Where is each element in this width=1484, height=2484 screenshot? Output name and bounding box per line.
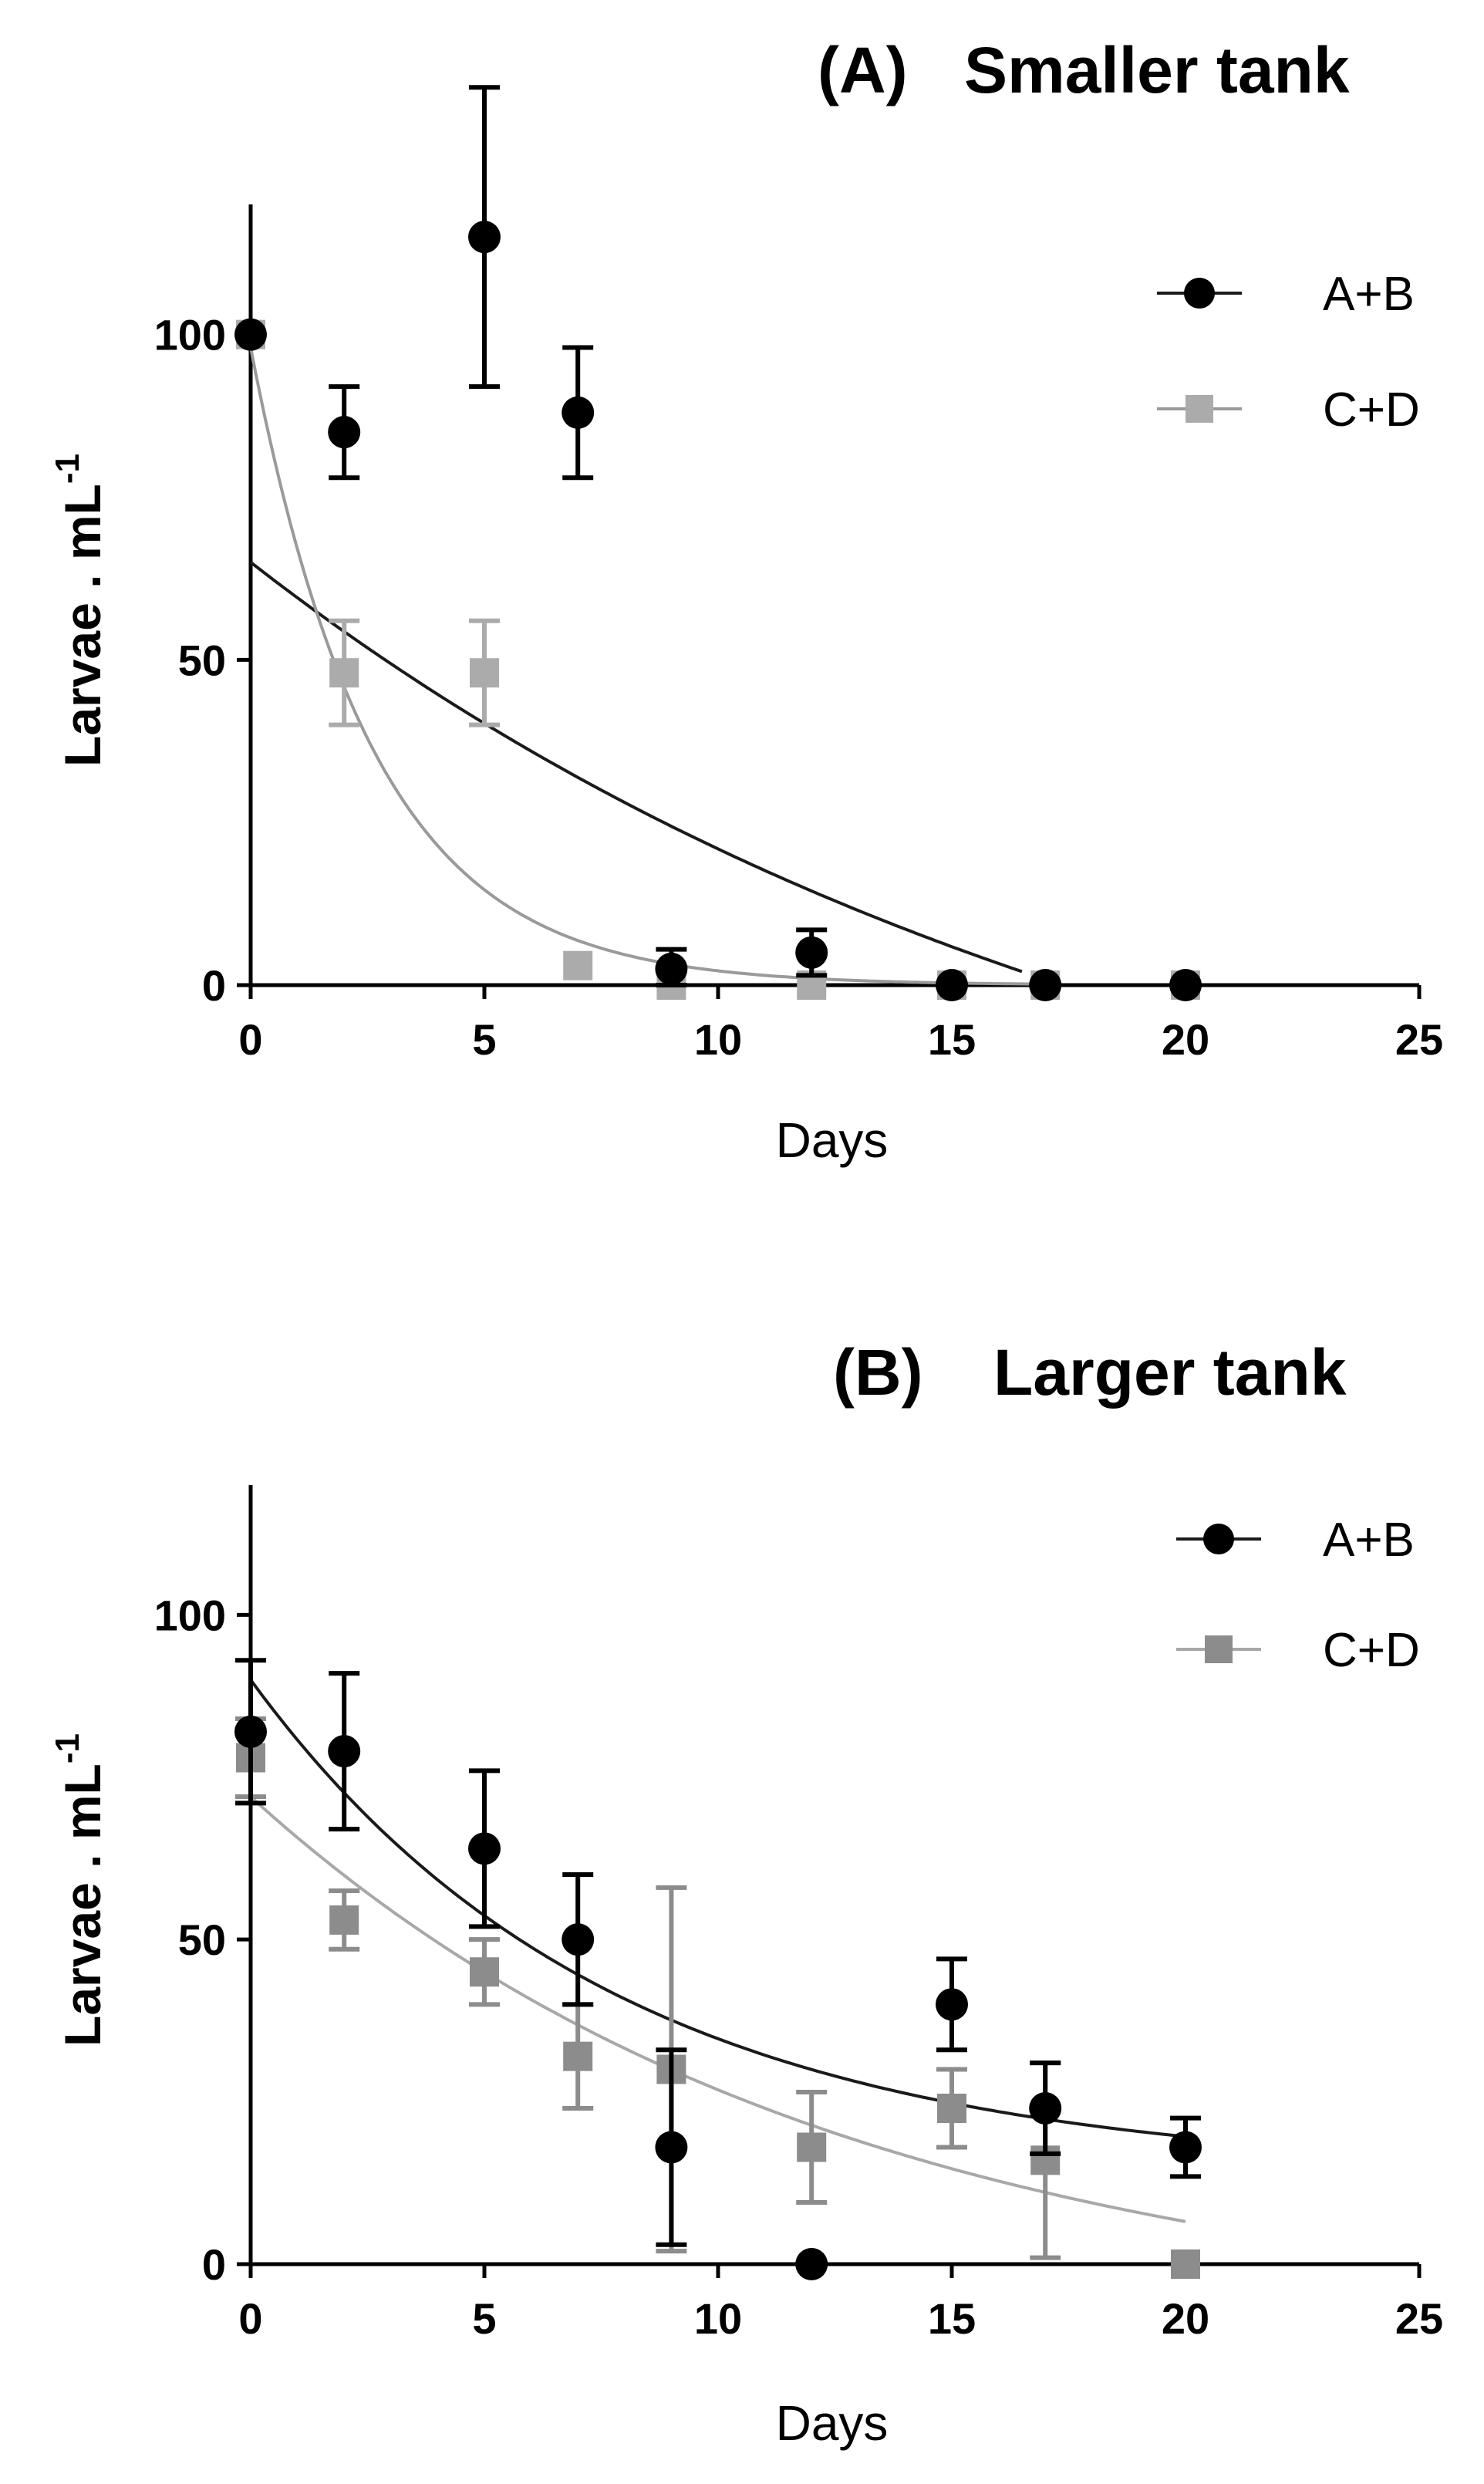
panel-b-point-cd-3 — [563, 2041, 593, 2071]
panel-a-legend-label-cd: C+D — [1323, 383, 1420, 437]
panel-a-legend-label-ab: A+B — [1323, 268, 1415, 321]
panel-a-xtick-label-5: 5 — [472, 1015, 496, 1064]
panel-a-xtick-label-15: 15 — [928, 1015, 976, 1064]
panel-b-fit-curve-cd — [249, 1795, 1186, 2223]
panel-a-ylabel-main: Larvae . mL — [54, 484, 111, 767]
panel-a-point-cd-1 — [329, 658, 359, 688]
panel-b-xtick-label-20: 20 — [1162, 2294, 1209, 2343]
panel-a-point-ab-6 — [936, 969, 968, 1001]
panel-b-point-ab-0 — [234, 1715, 267, 1748]
panel-a-legend-marker-ab — [1184, 278, 1215, 309]
panel-a-xtick-label-10: 10 — [694, 1015, 742, 1064]
panel-b-title: Larger tank — [993, 1336, 1347, 1409]
panel-a-xtick-label-25: 25 — [1395, 1015, 1443, 1064]
panel-b-xtick-label-0: 0 — [238, 2294, 262, 2343]
panel-b-legend-marker-ab — [1203, 1524, 1234, 1554]
panel-a-xlabel: Days — [776, 1112, 889, 1168]
panel-b-point-ab-4 — [655, 2131, 688, 2164]
panel-a-ylabel: Larvae . mL-1 — [49, 454, 111, 767]
panel-a-point-ab-2 — [468, 221, 501, 254]
panel-b-point-ab-8 — [1169, 2131, 1202, 2164]
panel-b-fit-curve-ab — [249, 1679, 1186, 2138]
panel-b-legend-label-ab: A+B — [1323, 1514, 1415, 1567]
panel-a-point-ab-0 — [234, 318, 267, 351]
panel-a-legend-marker-cd — [1186, 395, 1213, 423]
panel-b-xtick-label-5: 5 — [472, 2294, 496, 2343]
panel-a-point-ab-1 — [328, 416, 361, 449]
panel-b-xtick-label-10: 10 — [694, 2294, 742, 2343]
panel-b-ytick-label-100: 100 — [154, 1591, 226, 1639]
panel-b-ylabel-main: Larvae . mL — [54, 1763, 111, 2047]
panel-a-point-ab-7 — [1029, 969, 1062, 1001]
panel-a-point-cd-3 — [563, 950, 593, 980]
panel-b-point-ab-7 — [1029, 2092, 1062, 2125]
panel-a-point-ab-5 — [795, 936, 828, 969]
panel-a-ytick-label-0: 0 — [202, 961, 226, 1010]
panel-a-point-ab-4 — [655, 952, 688, 985]
panel-a-xtick-label-20: 20 — [1162, 1015, 1209, 1064]
panel-a-point-ab-8 — [1169, 969, 1202, 1001]
panel-b-xlabel: Days — [776, 2395, 889, 2451]
panel-a-fit-curve-ab — [249, 561, 1023, 974]
panel-a-title: Smaller tank — [964, 34, 1350, 106]
panel-b-point-ab-1 — [328, 1735, 361, 1768]
panel-a-ytick-label-100: 100 — [154, 311, 226, 359]
panel-b-title-prefix: (B) — [833, 1336, 923, 1409]
panel-a: (A) Smaller tank 0 5 10 15 20 25 0 50 100 Days Larva… — [49, 34, 1443, 1168]
panel-b-legend-label-cd: C+D — [1323, 1624, 1420, 1677]
panel-b-point-cd-5 — [797, 2132, 827, 2162]
panel-a-ytick-label-50: 50 — [178, 636, 226, 684]
panel-b-point-ab-2 — [468, 1832, 501, 1865]
panel-a-point-ab-3 — [562, 396, 595, 429]
panel-a-title-prefix: (A) — [818, 34, 908, 106]
panel-b: (B) Larger tank 0 5 10 15 20 25 0 50 100 Days Larvae… — [49, 1336, 1443, 2451]
panel-a-fit-curve-cd — [249, 347, 1046, 986]
panel-b-point-cd-2 — [470, 1957, 499, 1987]
panel-b-legend-marker-cd — [1205, 1635, 1233, 1663]
panel-b-xtick-label-25: 25 — [1395, 2294, 1443, 2343]
panel-b-point-cd-1 — [329, 1905, 359, 1935]
panel-b-point-ab-5 — [795, 2248, 828, 2280]
panel-a-xtick-label-0: 0 — [238, 1015, 262, 1064]
panel-b-ylabel-sup: -1 — [49, 1733, 86, 1763]
panel-b-xtick-label-15: 15 — [928, 2294, 976, 2343]
panel-b-point-ab-3 — [562, 1923, 595, 1956]
panel-a-point-cd-2 — [470, 658, 499, 688]
panel-b-ytick-label-50: 50 — [178, 1915, 226, 1964]
panel-b-point-ab-6 — [936, 1988, 968, 2021]
panel-a-ylabel-sup: -1 — [49, 454, 86, 484]
panel-b-point-cd-8 — [1171, 2249, 1200, 2279]
panel-b-ytick-label-0: 0 — [202, 2240, 226, 2289]
panel-b-point-cd-6 — [937, 2094, 966, 2123]
panel-b-ylabel: Larvae . mL-1 — [49, 1733, 111, 2047]
